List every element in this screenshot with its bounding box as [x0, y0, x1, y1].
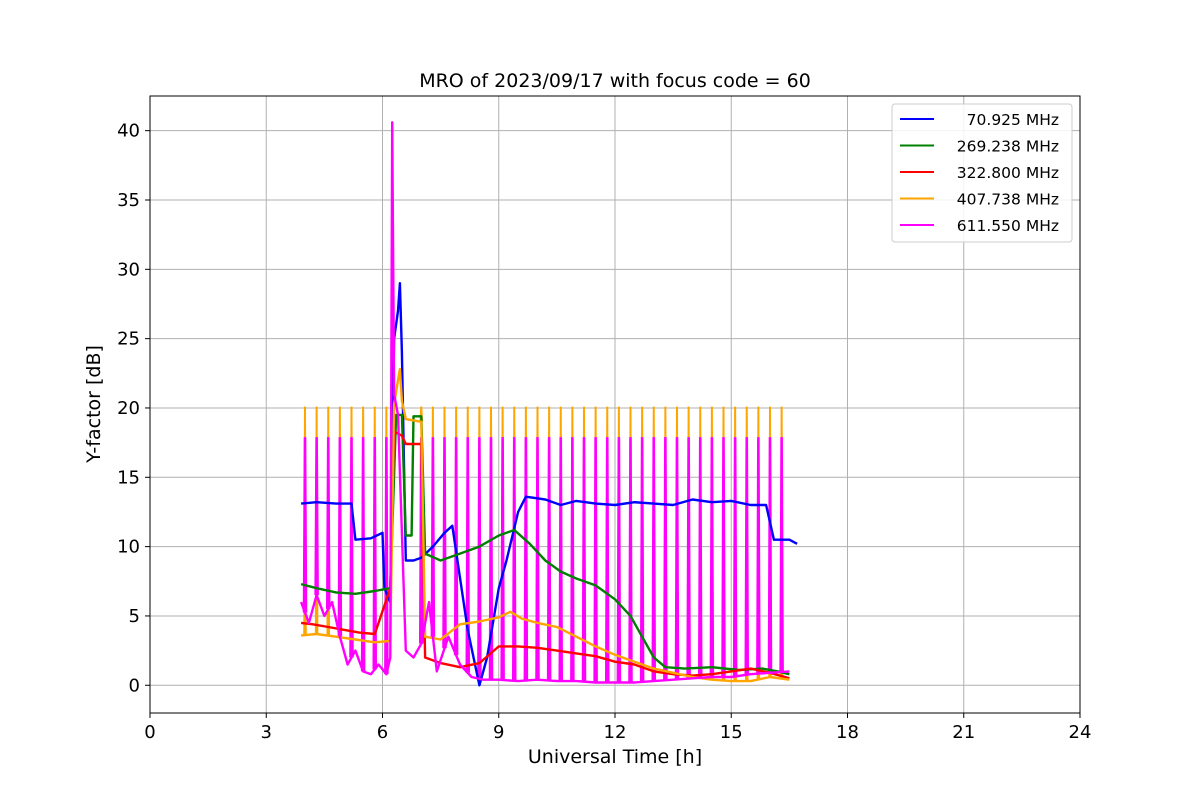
spike-magenta [628, 437, 633, 683]
spike-magenta [523, 437, 529, 681]
series-line-322-800-mhz [300, 430, 790, 680]
x-tick-label: 9 [493, 722, 504, 743]
x-tick-label: 24 [1069, 722, 1092, 743]
spike-magenta [535, 437, 540, 680]
spike-magenta [570, 437, 575, 682]
spike-magenta [453, 437, 459, 656]
legend: 70.925 MHz 269.238 MHz 322.800 MHz 407.738 … [891, 103, 1073, 243]
spike-magenta [302, 437, 308, 613]
legend-box [891, 103, 1073, 243]
x-axis-label: Universal Time [h] [528, 746, 702, 768]
spike-magenta [488, 437, 494, 680]
x-tick-label: 18 [836, 722, 859, 743]
x-tick-label: 0 [144, 722, 155, 743]
spike-magenta [314, 437, 319, 596]
spike-magenta [616, 437, 622, 683]
spike-magenta [744, 437, 750, 675]
spike-magenta [674, 437, 680, 680]
x-tick-label: 21 [952, 722, 975, 743]
spike-magenta [709, 437, 715, 677]
spike-magenta [430, 437, 436, 637]
y-tick-label: 40 [117, 121, 140, 142]
x-axis-ticks: 0 3 6 9 12 15 18 21 24 [144, 713, 1091, 743]
spike-magenta [511, 437, 517, 681]
chart-title: MRO of 2023/09/17 with focus code = 60 [419, 70, 811, 92]
spike-magenta [442, 437, 447, 649]
spike-magenta [325, 437, 331, 610]
legend-label: 611.550 MHz [957, 217, 1059, 235]
spike-magenta [697, 437, 703, 678]
y-tick-label: 15 [117, 467, 140, 488]
x-tick-label: 15 [720, 722, 743, 743]
spike-magenta [349, 437, 354, 658]
x-tick-label: 3 [261, 722, 272, 743]
spike-magenta [639, 437, 645, 682]
spike-magenta [500, 437, 505, 681]
y-axis-label: Y-factor [dB] [83, 345, 105, 464]
spike-magenta [756, 437, 761, 674]
legend-label: 269.238 MHz [957, 138, 1059, 156]
spike-magenta [581, 437, 587, 682]
series-line-611-550-mhz [299, 121, 790, 684]
spike-magenta [477, 437, 482, 679]
legend-label: 407.738 MHz [957, 191, 1059, 209]
series-lines [299, 121, 798, 687]
spike-magenta [384, 437, 389, 675]
spike-magenta [593, 437, 598, 683]
spike-magenta [337, 437, 343, 637]
y-tick-label: 10 [117, 537, 140, 558]
calibration-spikes [302, 406, 784, 683]
y-tick-label: 0 [129, 675, 140, 696]
spike-magenta [721, 437, 726, 677]
spike-magenta [604, 437, 610, 683]
y-tick-label: 20 [117, 398, 140, 419]
spike-magenta [732, 437, 738, 677]
y-axis-ticks: 0 5 10 15 20 25 30 35 40 [117, 121, 150, 696]
series-line-70-925-mhz [300, 282, 798, 687]
legend-label: 70.925 MHz [967, 111, 1059, 129]
x-tick-label: 12 [604, 722, 627, 743]
spike-magenta [546, 437, 552, 681]
y-tick-label: 5 [129, 606, 140, 627]
spike-magenta [767, 437, 773, 673]
spike-magenta [465, 437, 471, 673]
spike-magenta [686, 437, 691, 679]
legend-label: 322.800 MHz [957, 164, 1059, 182]
spike-magenta [779, 437, 784, 672]
spike-magenta [651, 437, 657, 682]
spike-magenta [360, 437, 366, 672]
y-tick-label: 30 [117, 259, 140, 280]
spike-magenta [663, 437, 668, 681]
spike-magenta [558, 437, 564, 682]
y-tick-label: 25 [117, 329, 140, 350]
y-tick-label: 35 [117, 190, 140, 211]
x-tick-label: 6 [377, 722, 388, 743]
